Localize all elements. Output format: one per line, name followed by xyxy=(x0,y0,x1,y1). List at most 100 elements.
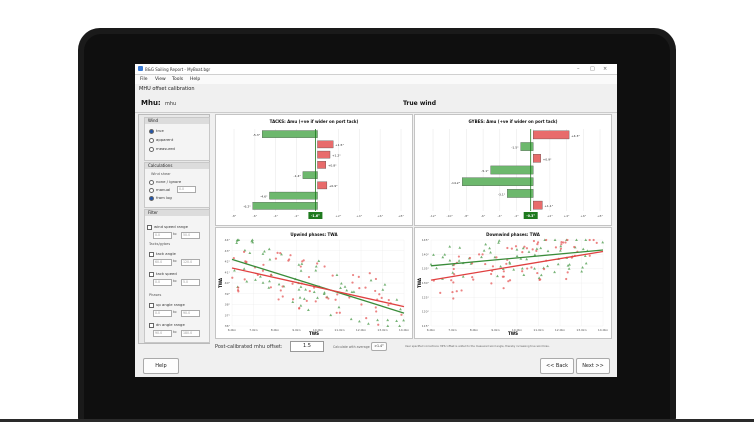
downwind-point xyxy=(448,258,452,262)
downwind-x-tick: 6.0kn xyxy=(427,328,436,332)
upwind-x-tick: 11.0kn xyxy=(334,328,344,332)
upwind-point xyxy=(339,286,342,290)
gybes-center-badge xyxy=(523,212,538,219)
gybes-bar xyxy=(520,142,534,151)
tacks-tick-label: +4° xyxy=(356,214,362,218)
gybes-tick-label: -10° xyxy=(446,214,453,218)
downwind-x-tick: 13.0kn xyxy=(576,328,586,332)
downwind-point xyxy=(514,245,518,248)
close-icon[interactable]: × xyxy=(603,66,608,72)
up-angle-to[interactable]: 90.0 xyxy=(181,310,200,317)
upwind-x-tick: 14.0kn xyxy=(399,328,409,332)
radio-icon xyxy=(149,128,154,134)
mhu-value[interactable]: mhu xyxy=(165,101,177,107)
wind-option-apparent[interactable]: apparent xyxy=(149,137,173,143)
upwind-x-tick: 13.0kn xyxy=(377,328,387,332)
downwind-point xyxy=(435,266,438,270)
tack-speed-checkbox[interactable]: tack speed xyxy=(149,271,177,277)
up-angle-checkbox[interactable]: up angle range xyxy=(149,302,185,308)
downwind-point xyxy=(523,245,526,248)
minimize-icon[interactable]: – xyxy=(577,66,580,72)
upwind-point xyxy=(280,252,283,256)
wind-group-title: Wind xyxy=(145,118,209,124)
upwind-point xyxy=(381,288,385,291)
section-title: True wind xyxy=(403,100,436,107)
manual-shear-input[interactable]: 0.0 xyxy=(177,186,196,193)
downwind-point xyxy=(451,290,454,294)
tacks-data-label: +1.2° xyxy=(332,153,341,157)
menu-view[interactable]: View xyxy=(155,77,166,82)
tack-speed-to[interactable]: 5.0 xyxy=(181,279,200,286)
upwind-point xyxy=(348,296,351,299)
upwind-point xyxy=(291,298,295,301)
upwind-point xyxy=(298,306,301,310)
shear-option-manual[interactable]: manual xyxy=(149,187,170,193)
gybes-data-label: -3.1° xyxy=(498,192,506,196)
wind-speed-to[interactable]: 50.0 xyxy=(181,232,200,239)
wind-speed-from[interactable]: 0.0 xyxy=(153,232,172,239)
upwind-point xyxy=(374,306,377,309)
post-cal-input[interactable]: 1.5 xyxy=(290,341,324,352)
help-button[interactable]: Help xyxy=(143,358,179,374)
downwind-point xyxy=(502,270,505,273)
wind-option-measured[interactable]: measured xyxy=(149,146,175,152)
downwind-point xyxy=(501,267,505,271)
upwind-point xyxy=(233,269,236,272)
menu-help[interactable]: Help xyxy=(190,77,201,82)
upwind-point xyxy=(329,313,333,317)
upwind-point xyxy=(281,285,284,288)
downwind-point xyxy=(521,246,525,250)
upwind-point xyxy=(302,259,305,262)
upwind-point xyxy=(237,286,240,289)
downwind-point xyxy=(554,246,558,249)
wind-option-true[interactable]: true xyxy=(149,128,164,134)
upwind-point xyxy=(323,291,326,294)
upwind-point xyxy=(375,310,378,313)
mhu-label: Mhu: xyxy=(141,99,161,107)
upwind-point xyxy=(307,275,311,279)
menu-tools[interactable]: Tools xyxy=(172,77,184,82)
calc-average-button[interactable]: >1.4° xyxy=(371,342,387,351)
upwind-y-tick: 43° xyxy=(225,249,231,253)
upwind-point xyxy=(308,290,311,293)
upwind-point xyxy=(298,296,302,299)
dn-angle-from[interactable]: 90.0 xyxy=(153,330,172,337)
maximize-icon[interactable]: □ xyxy=(590,66,595,72)
upwind-x-tick: 7.0kn xyxy=(249,328,258,332)
wind-speed-range-checkbox[interactable]: wind speed range xyxy=(147,224,188,230)
menu-file[interactable]: File xyxy=(140,77,148,82)
upwind-ylabel: TWA xyxy=(218,277,223,288)
window-title: B&G Sailing Report - MyBoat.bgr xyxy=(145,67,211,72)
tacks-data-label: -1.4° xyxy=(294,174,302,178)
app-icon xyxy=(138,66,143,71)
app-window: B&G Sailing Report - MyBoat.bgr – □ × Fi… xyxy=(135,64,617,377)
upwind-point xyxy=(339,281,343,285)
tack-angle-from[interactable]: 60.0 xyxy=(153,259,172,266)
up-angle-from[interactable]: 0.0 xyxy=(153,310,172,317)
dn-angle-to[interactable]: 180.0 xyxy=(181,330,200,337)
downwind-point xyxy=(566,271,569,274)
upwind-point xyxy=(250,239,254,243)
downwind-point xyxy=(484,242,488,246)
tack-angle-checkbox[interactable]: tack angle xyxy=(149,251,176,257)
tack-angle-to[interactable]: 120.0 xyxy=(181,259,200,266)
shear-option-none[interactable]: none / ignore xyxy=(149,179,181,185)
upwind-point xyxy=(302,297,306,300)
dn-angle-checkbox[interactable]: dn angle range xyxy=(149,322,185,328)
upwind-y-tick: 40° xyxy=(225,281,231,285)
gybes-chart-title: GYBES: Δmu (+ve if wider on port tack) xyxy=(468,119,557,124)
shear-option-from-log[interactable]: from log xyxy=(149,195,172,201)
tack-speed-from[interactable]: 0.0 xyxy=(153,279,172,286)
back-button[interactable]: << Back xyxy=(540,358,574,374)
upwind-y-tick: 37° xyxy=(225,313,231,317)
upwind-y-tick: 42° xyxy=(225,260,231,264)
upwind-trend-line xyxy=(231,267,405,308)
tacks-data-label: -6.2° xyxy=(243,205,251,209)
upwind-point xyxy=(300,262,304,265)
next-button[interactable]: Next >> xyxy=(576,358,610,374)
upwind-point xyxy=(267,286,271,289)
downwind-point xyxy=(471,275,474,279)
downwind-x-tick: 8.0kn xyxy=(470,328,479,332)
gybes-tick-label: +8° xyxy=(597,214,603,218)
upwind-point xyxy=(357,275,360,278)
